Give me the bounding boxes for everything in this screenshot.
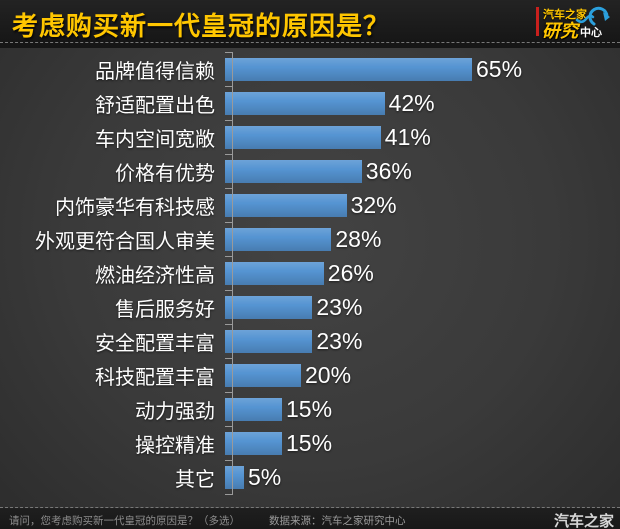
value-label: 28% — [335, 225, 382, 252]
value-label: 23% — [316, 327, 363, 354]
data-source-note: 数据来源：汽车之家研究中心 — [269, 515, 406, 527]
value-label: 15% — [286, 429, 333, 456]
category-label: 品牌值得信赖 — [95, 60, 215, 83]
logo-research-text: 研究 — [542, 21, 578, 41]
bar — [225, 261, 324, 285]
chart-title: 考虑购买新一代皇冠的原因是？ — [12, 11, 391, 41]
bar-row: 车内空间宽敞 41% — [0, 120, 620, 154]
autohome-research-logo: 汽车之家 研究 中心 — [532, 2, 616, 44]
axis-tick — [225, 86, 233, 87]
value-label: 32% — [350, 191, 397, 218]
value-label: 15% — [286, 395, 333, 422]
header-bar: 考虑购买新一代皇冠的原因是？ 汽车之家 研究 中心 — [0, 0, 620, 48]
footer-dashed-divider — [0, 507, 620, 508]
bar-row: 操控精准 15% — [0, 426, 620, 460]
value-label: 36% — [365, 157, 412, 184]
category-label: 操控精准 — [135, 434, 215, 457]
category-label: 价格有优势 — [115, 162, 215, 185]
bar — [225, 397, 282, 421]
survey-question-note: 请问，您考虑购买新一代皇冠的原因是？（多选） — [9, 515, 240, 527]
category-label: 舒适配置出色 — [95, 94, 215, 117]
axis-tick — [225, 426, 233, 427]
header-dashed-divider — [0, 42, 620, 43]
category-label: 车内空间宽敞 — [95, 128, 215, 151]
axis-tick — [225, 358, 233, 359]
circular-arrow-icon — [574, 3, 614, 38]
logo-center-text: 中心 — [580, 27, 602, 39]
category-label: 燃油经济性高 — [95, 264, 215, 287]
bar — [225, 431, 282, 455]
axis-tick — [225, 290, 233, 291]
value-label: 42% — [388, 89, 435, 116]
axis-tick — [225, 460, 233, 461]
logo-brand-text: 汽车之家 — [543, 9, 587, 21]
bar — [225, 295, 313, 319]
bar-row: 舒适配置出色 42% — [0, 86, 620, 120]
category-label: 安全配置丰富 — [95, 332, 215, 355]
value-label: 41% — [384, 123, 431, 150]
category-label: 科技配置丰富 — [95, 366, 215, 389]
value-label: 26% — [327, 259, 374, 286]
category-label: 内饰豪华有科技感 — [55, 196, 215, 219]
value-label: 23% — [316, 293, 363, 320]
bar — [225, 125, 381, 149]
axis-line — [232, 52, 233, 495]
axis-tick — [225, 120, 233, 121]
bar-chart-rows: 品牌值得信赖 65% 舒适配置出色 42% 车内空间宽敞 41% 价格有优势 3… — [0, 52, 620, 494]
axis-tick — [225, 324, 233, 325]
category-label: 外观更符合国人审美 — [35, 230, 215, 253]
bar-row: 其它 5% — [0, 460, 620, 494]
axis-tick — [225, 494, 233, 495]
brand-watermark: 汽车之家 — [553, 513, 614, 529]
bar — [225, 193, 347, 217]
bar-row: 品牌值得信赖 65% — [0, 52, 620, 86]
footer-bar: 请问，您考虑购买新一代皇冠的原因是？（多选） 数据来源：汽车之家研究中心 汽车之… — [0, 508, 620, 529]
category-label: 售后服务好 — [115, 298, 215, 321]
axis-tick — [225, 256, 233, 257]
bar-row: 安全配置丰富 23% — [0, 324, 620, 358]
bar — [225, 159, 362, 183]
value-label: 65% — [476, 55, 523, 82]
bar — [225, 227, 332, 251]
category-label: 动力强劲 — [135, 400, 215, 423]
axis-tick — [225, 52, 233, 53]
axis-tick — [225, 188, 233, 189]
bar-row: 价格有优势 36% — [0, 154, 620, 188]
category-label: 其它 — [175, 468, 215, 491]
bar — [225, 329, 313, 353]
axis-tick — [225, 154, 233, 155]
value-label: 20% — [305, 361, 352, 388]
bar — [225, 363, 301, 387]
bar-row: 科技配置丰富 20% — [0, 358, 620, 392]
bar-row: 内饰豪华有科技感 32% — [0, 188, 620, 222]
axis-tick — [225, 392, 233, 393]
axis-tick — [225, 222, 233, 223]
bar — [225, 91, 385, 115]
value-label: 5% — [248, 463, 282, 490]
bar — [225, 465, 244, 489]
bar-row: 售后服务好 23% — [0, 290, 620, 324]
bar — [225, 57, 472, 81]
logo-red-divider — [536, 7, 539, 36]
bar-row: 外观更符合国人审美 28% — [0, 222, 620, 256]
bar-row: 动力强劲 15% — [0, 392, 620, 426]
category-axis — [225, 52, 233, 495]
bar-row: 燃油经济性高 26% — [0, 256, 620, 290]
